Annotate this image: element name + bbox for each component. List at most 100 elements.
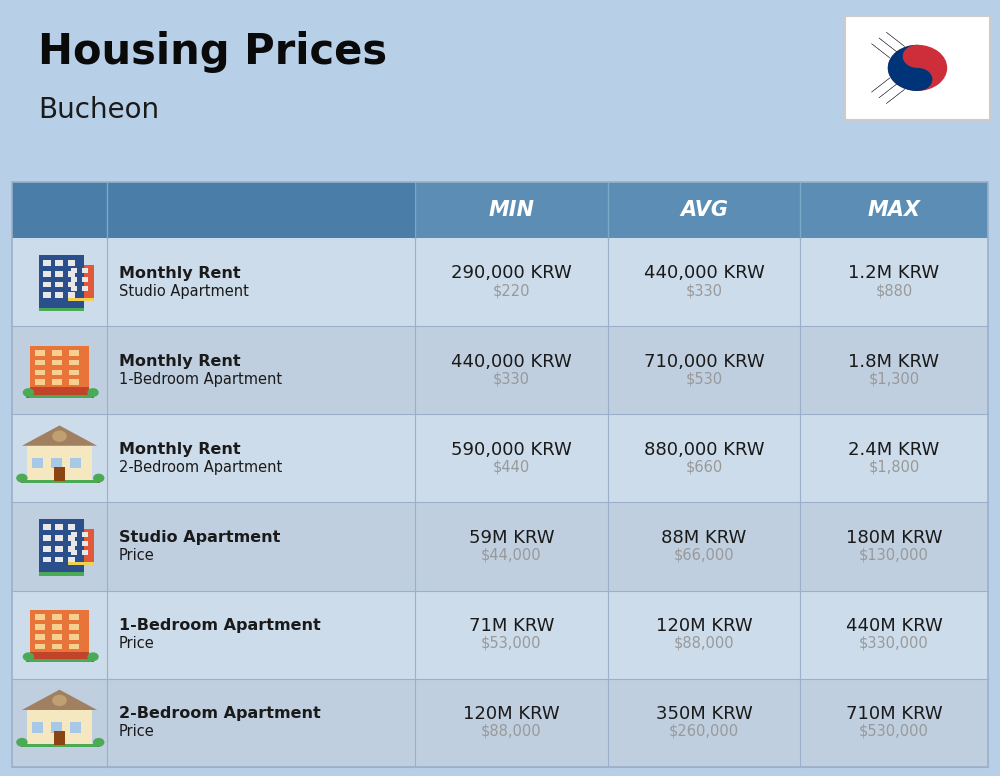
- Bar: [71, 286, 77, 291]
- Text: Monthly Rent: Monthly Rent: [119, 442, 241, 457]
- Text: $330: $330: [686, 283, 722, 299]
- Bar: [71, 541, 77, 546]
- Polygon shape: [22, 425, 97, 445]
- Bar: [22, 744, 97, 747]
- Circle shape: [16, 473, 28, 483]
- Bar: [52, 379, 62, 385]
- Text: 59M KRW: 59M KRW: [469, 528, 554, 546]
- Bar: [39, 573, 84, 576]
- Bar: [32, 459, 43, 469]
- Bar: [52, 634, 62, 639]
- Bar: [30, 610, 89, 660]
- Bar: [43, 271, 51, 276]
- Text: $66,000: $66,000: [674, 548, 734, 563]
- Text: MIN: MIN: [488, 200, 534, 220]
- Bar: [43, 260, 51, 266]
- Circle shape: [23, 388, 34, 397]
- Bar: [35, 369, 45, 376]
- Bar: [52, 360, 62, 365]
- Text: 1-Bedroom Apartment: 1-Bedroom Apartment: [119, 372, 282, 386]
- Bar: [55, 282, 63, 287]
- Bar: [35, 379, 45, 385]
- Bar: [82, 277, 88, 282]
- Text: $530,000: $530,000: [859, 724, 929, 739]
- Circle shape: [903, 45, 932, 68]
- Bar: [68, 525, 75, 530]
- Polygon shape: [22, 690, 97, 710]
- Text: $220: $220: [493, 283, 530, 299]
- Text: $880: $880: [875, 283, 913, 299]
- Bar: [35, 644, 45, 650]
- Bar: [51, 459, 62, 469]
- Bar: [39, 255, 84, 309]
- Text: 590,000 KRW: 590,000 KRW: [451, 441, 572, 459]
- Bar: [52, 624, 62, 629]
- Bar: [68, 293, 75, 298]
- Bar: [68, 546, 75, 552]
- Bar: [39, 519, 84, 573]
- Bar: [68, 265, 94, 300]
- Bar: [71, 532, 77, 538]
- Circle shape: [52, 695, 67, 706]
- Bar: [35, 350, 45, 355]
- Bar: [97, 743, 100, 747]
- Bar: [69, 360, 79, 365]
- Text: 710M KRW: 710M KRW: [846, 705, 942, 722]
- Bar: [43, 293, 51, 298]
- Bar: [92, 393, 94, 397]
- Bar: [69, 634, 79, 639]
- Bar: [27, 445, 92, 480]
- Bar: [43, 525, 51, 530]
- Bar: [54, 466, 65, 480]
- Text: 440M KRW: 440M KRW: [846, 617, 942, 635]
- Bar: [43, 556, 51, 563]
- Bar: [68, 528, 94, 563]
- Bar: [68, 271, 75, 276]
- Bar: [35, 360, 45, 365]
- Text: $88,000: $88,000: [481, 724, 542, 739]
- Bar: [70, 722, 81, 733]
- Text: $44,000: $44,000: [481, 548, 542, 563]
- Text: 1.2M KRW: 1.2M KRW: [848, 265, 940, 282]
- Bar: [27, 710, 92, 745]
- Text: 88M KRW: 88M KRW: [661, 528, 747, 546]
- Bar: [32, 722, 43, 733]
- Bar: [55, 260, 63, 266]
- Bar: [71, 277, 77, 282]
- Text: Price: Price: [119, 636, 155, 651]
- Text: $660: $660: [685, 459, 723, 475]
- Bar: [35, 624, 45, 629]
- Bar: [52, 350, 62, 355]
- Bar: [68, 535, 75, 541]
- Text: Price: Price: [119, 724, 155, 739]
- Text: 71M KRW: 71M KRW: [469, 617, 554, 635]
- Text: $330: $330: [493, 372, 530, 386]
- Text: $440: $440: [493, 459, 530, 475]
- Bar: [82, 532, 88, 538]
- Circle shape: [903, 68, 932, 91]
- Text: 710,000 KRW: 710,000 KRW: [644, 352, 764, 370]
- Bar: [43, 282, 51, 287]
- Bar: [52, 369, 62, 376]
- Bar: [55, 271, 63, 276]
- Bar: [39, 308, 84, 311]
- Bar: [21, 743, 23, 747]
- Bar: [43, 546, 51, 552]
- Bar: [69, 350, 79, 355]
- Circle shape: [23, 653, 34, 661]
- Bar: [82, 286, 88, 291]
- Bar: [97, 478, 100, 483]
- Bar: [51, 722, 62, 733]
- Text: Price: Price: [119, 548, 155, 563]
- Text: AVG: AVG: [680, 200, 728, 220]
- Bar: [82, 268, 88, 273]
- Bar: [82, 550, 88, 555]
- Bar: [92, 656, 94, 662]
- Bar: [22, 480, 97, 483]
- Bar: [71, 268, 77, 273]
- Text: Monthly Rent: Monthly Rent: [119, 354, 241, 369]
- Text: 290,000 KRW: 290,000 KRW: [451, 265, 572, 282]
- Text: 180M KRW: 180M KRW: [846, 528, 942, 546]
- Bar: [55, 525, 63, 530]
- Circle shape: [93, 473, 104, 483]
